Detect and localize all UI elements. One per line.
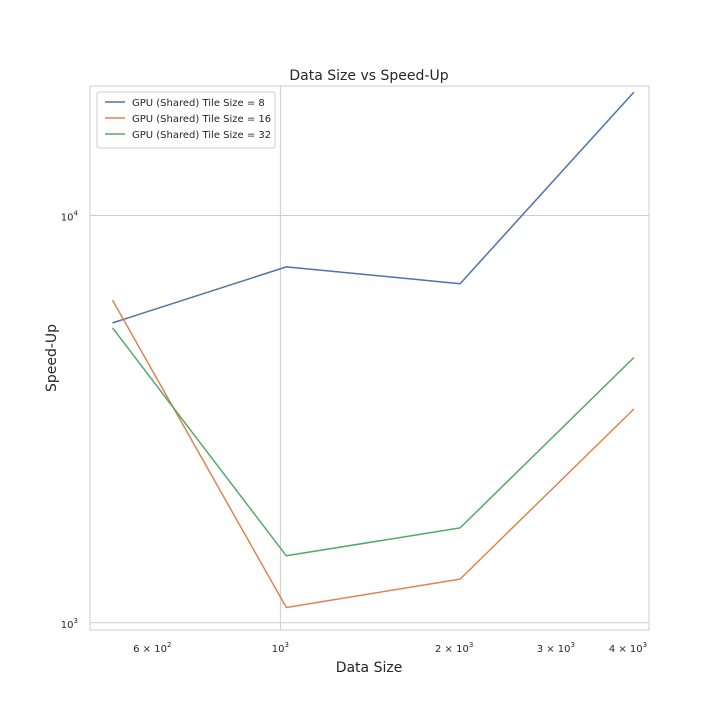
series-line-1: [112, 91, 635, 324]
x-tick-label: 103: [272, 641, 289, 655]
x-tick-labels: 6 × 102 103 2 × 103 3 × 103 4 × 103: [133, 641, 647, 655]
x-tick-label: 4 × 103: [609, 641, 647, 655]
series-layer: [111, 91, 635, 609]
legend-box: [96, 91, 276, 149]
legend-label: GPU (Shared) Tile Size = 8: [132, 98, 265, 109]
plot-area-frame: [89, 85, 650, 631]
y-tick-labels: 103 104: [61, 210, 79, 631]
legend: GPU (Shared) Tile Size = 8 GPU (Shared) T…: [96, 91, 276, 149]
grid-lines: [90, 86, 649, 630]
x-tick-label: 6 × 102: [133, 641, 171, 655]
chart-title: Data Size vs Speed-Up: [289, 68, 448, 84]
legend-label: GPU (Shared) Tile Size = 16: [132, 114, 271, 125]
y-axis-label: Speed-Up: [44, 324, 60, 392]
series-line-2: [111, 299, 635, 609]
series-line-3: [111, 327, 635, 557]
y-tick-label: 104: [61, 210, 79, 224]
legend-label: GPU (Shared) Tile Size = 32: [132, 130, 271, 141]
x-tick-label: 3 × 103: [537, 641, 575, 655]
y-tick-label: 103: [61, 617, 78, 631]
x-axis-label: Data Size: [336, 660, 403, 676]
x-tick-label: 2 × 103: [435, 641, 473, 655]
